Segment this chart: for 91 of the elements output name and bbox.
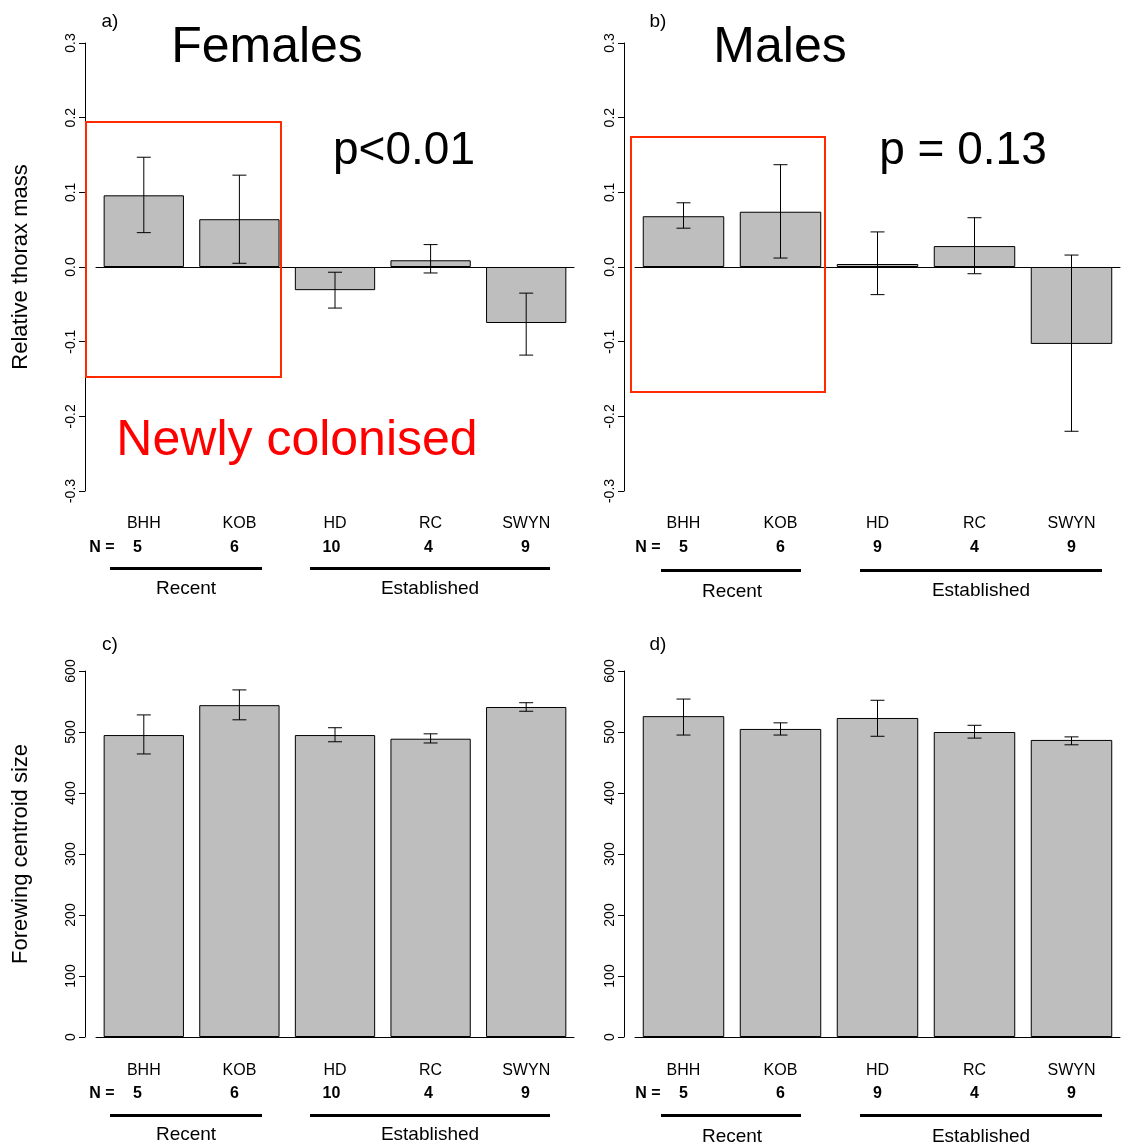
x-tick-label: HD	[323, 513, 347, 531]
text: 5	[679, 537, 689, 555]
text: 4	[424, 1083, 434, 1101]
text: 10	[322, 1083, 341, 1101]
x-tick-label: SWYN	[502, 1060, 551, 1078]
y-tick-label: 100	[601, 964, 617, 988]
text: N =	[89, 537, 115, 555]
y-tick-label: 500	[62, 720, 78, 744]
text: 9	[873, 1083, 883, 1101]
x-tick-label: RC	[419, 513, 443, 531]
text: Recent	[701, 1124, 763, 1144]
y-tick-label: 0.0	[62, 257, 78, 277]
y-tick-label: 0	[62, 1032, 78, 1041]
y-tick-label: 0.2	[62, 107, 78, 128]
text: N =	[635, 537, 661, 555]
text: 5	[133, 1083, 143, 1101]
y-tick-label: 0	[601, 1032, 617, 1041]
x-tick-label: RC	[419, 1060, 443, 1078]
y-tick-label: 600	[62, 659, 78, 683]
y-tick-label: 0.3	[601, 33, 617, 53]
x-tick-label: KOB	[222, 1060, 257, 1078]
y-tick-label: 0.1	[601, 182, 617, 203]
text: 4	[424, 537, 434, 555]
text: 4	[970, 1083, 980, 1101]
x-tick-label: BHH	[126, 513, 161, 531]
annotation: p = 0.13	[879, 122, 1047, 174]
text: 10	[322, 537, 341, 555]
y-tick-label: -0.3	[601, 478, 617, 504]
y-tick-label: 300	[601, 842, 617, 866]
text: 9	[873, 537, 883, 555]
text: Established	[380, 576, 480, 598]
x-tick-label: RC	[962, 513, 987, 531]
x-tick-label: HD	[865, 1060, 890, 1078]
text: 5	[133, 537, 143, 555]
y-tick-label: -0.1	[601, 329, 617, 354]
y-axis-title: Relative thorax mass	[6, 164, 32, 370]
text: a)	[101, 9, 119, 31]
text: Recent	[155, 576, 217, 598]
y-tick-label: 600	[601, 659, 617, 683]
text: N =	[635, 1083, 661, 1101]
text: 9	[521, 537, 531, 555]
text: 9	[1067, 1083, 1077, 1101]
text: c)	[102, 632, 118, 654]
annotation: Newly colonised	[116, 410, 478, 466]
y-tick-label: 400	[62, 781, 78, 805]
annotation: Males	[713, 17, 847, 73]
y-tick-label: 200	[62, 903, 78, 927]
text: 6	[776, 1083, 786, 1101]
x-tick-label: SWYN	[1047, 513, 1096, 531]
x-tick-label: BHH	[666, 513, 701, 531]
x-tick-label: KOB	[763, 513, 798, 531]
text: b)	[649, 9, 667, 31]
text: Established	[931, 578, 1031, 600]
text: 6	[230, 537, 240, 555]
y-tick-label: -0.3	[62, 478, 78, 504]
y-axis-title: Forewing centroid size	[6, 743, 32, 965]
y-tick-label: 0.2	[601, 107, 617, 128]
y-tick-label: -0.2	[601, 404, 617, 429]
text: 6	[776, 537, 786, 555]
x-tick-label: SWYN	[1047, 1060, 1096, 1078]
y-tick-label: 400	[601, 781, 617, 805]
text: N =	[89, 1083, 115, 1101]
x-tick-label: KOB	[222, 513, 257, 531]
x-tick-label: KOB	[763, 1060, 798, 1078]
text: Recent	[155, 1122, 217, 1144]
y-tick-label: -0.2	[62, 404, 78, 429]
y-tick-label: 200	[601, 903, 617, 927]
text: 6	[230, 1083, 240, 1101]
text: Established	[931, 1124, 1031, 1144]
x-tick-label: BHH	[126, 1060, 161, 1078]
y-tick-label: 500	[601, 720, 617, 744]
y-tick-label: 0.3	[62, 33, 78, 53]
y-tick-label: 0.1	[62, 182, 78, 203]
y-tick-label: 300	[62, 842, 78, 866]
y-tick-label: 100	[62, 964, 78, 988]
annotation: Females	[171, 17, 363, 73]
x-tick-label: HD	[323, 1060, 347, 1078]
x-tick-label: BHH	[666, 1060, 701, 1078]
x-tick-label: HD	[865, 513, 890, 531]
text: 4	[970, 537, 980, 555]
text: 9	[521, 1083, 531, 1101]
text: 9	[1067, 537, 1077, 555]
text: Established	[380, 1122, 480, 1144]
text: Recent	[701, 579, 763, 601]
y-tick-label: 0.0	[601, 257, 617, 277]
annotation: p<0.01	[333, 122, 475, 174]
text: 5	[679, 1083, 689, 1101]
x-tick-label: RC	[962, 1060, 987, 1078]
text: d)	[649, 632, 667, 654]
y-tick-label: -0.1	[62, 329, 78, 354]
x-tick-label: SWYN	[502, 513, 551, 531]
